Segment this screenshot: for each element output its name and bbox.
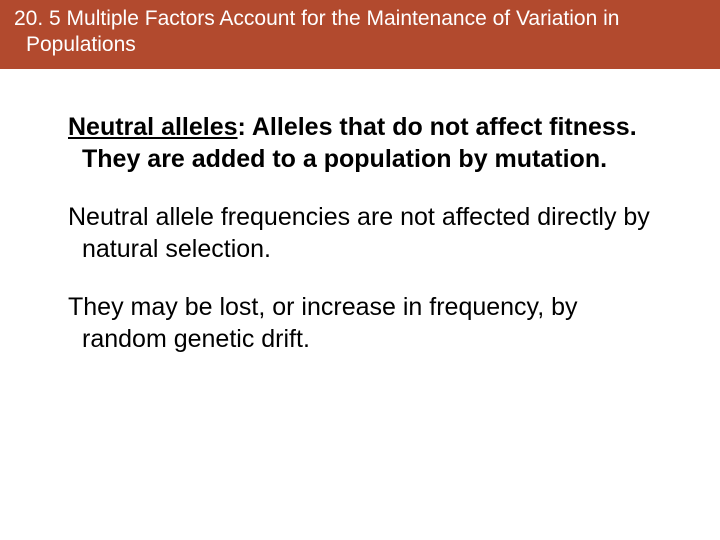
header-line2: Populations — [14, 32, 710, 58]
slide-header: 20. 5 Multiple Factors Account for the M… — [0, 0, 720, 69]
paragraph-1: Neutral alleles: Alleles that do not aff… — [68, 111, 660, 175]
header-line1: 20. 5 Multiple Factors Account for the M… — [14, 7, 619, 30]
paragraph-3: They may be lost, or increase in frequen… — [68, 291, 660, 355]
slide-body: Neutral alleles: Alleles that do not aff… — [0, 69, 720, 355]
paragraph-2: Neutral allele frequencies are not affec… — [68, 201, 660, 265]
slide: 20. 5 Multiple Factors Account for the M… — [0, 0, 720, 540]
term-neutral-alleles: Neutral alleles — [68, 113, 238, 141]
